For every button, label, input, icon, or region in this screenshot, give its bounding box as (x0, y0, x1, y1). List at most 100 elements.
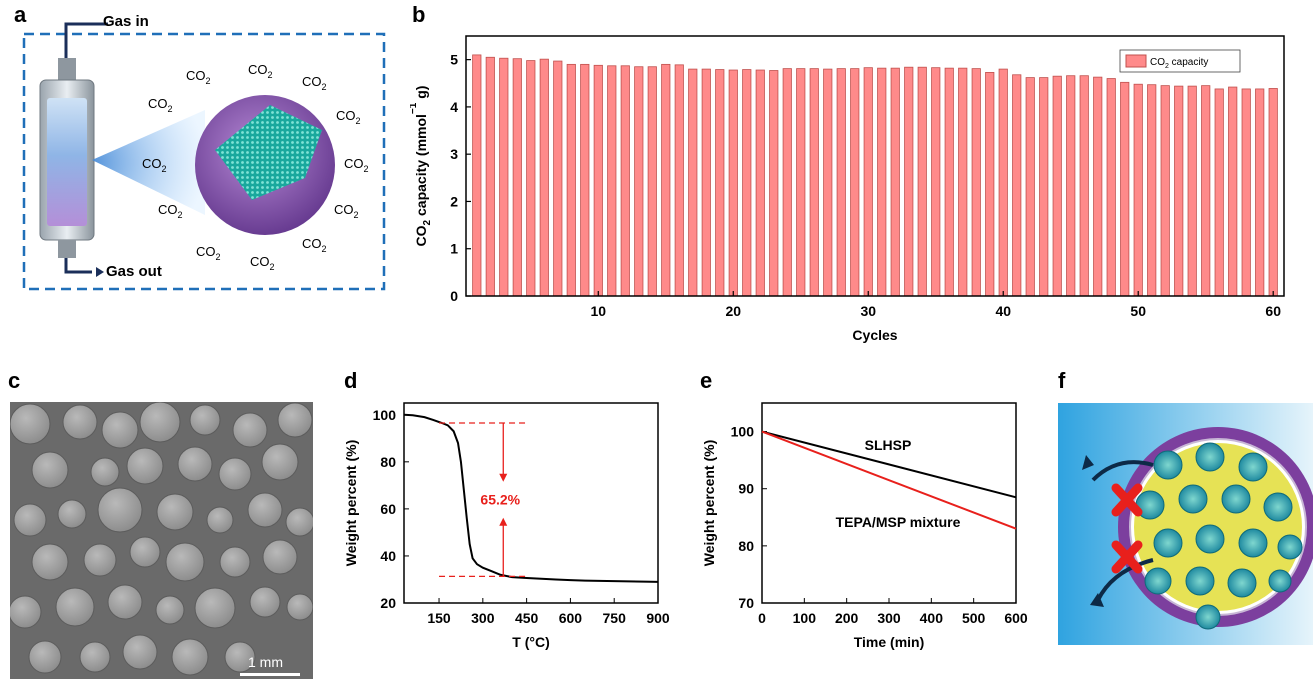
illustration-particle-barrier (1058, 403, 1313, 645)
bar-cycle-9 (580, 63, 590, 297)
svg-text:CO2: CO2 (196, 244, 221, 262)
y-tick-label: 2 (450, 193, 458, 209)
panel-label-e: e (700, 368, 713, 393)
bar-cycle-32 (890, 67, 900, 297)
gas-out-label: Gas out (106, 263, 162, 280)
arrow-up-icon (499, 517, 508, 526)
chart-co2-capacity-cycles: 0 1 2 3 4 5 10 20 30 40 50 60 Cycles CO2 capacity (mm… (410, 35, 1285, 343)
x-axis-label: T (°C) (512, 634, 549, 650)
bar-cycle-15 (661, 63, 671, 297)
x-tick-label: 150 (427, 610, 451, 626)
y-tick-label: 80 (738, 538, 754, 554)
bar-cycle-44 (1052, 75, 1062, 297)
panel-label-c: c (8, 368, 21, 393)
svg-text:CO2: CO2 (142, 156, 167, 174)
svg-text:CO2: CO2 (250, 254, 275, 272)
bar-cycle-45 (1066, 75, 1076, 297)
x-tick-label: 20 (725, 303, 741, 319)
x-axis-label: Time (min) (854, 634, 925, 650)
svg-text:CO2: CO2 (336, 108, 361, 126)
bar-cycle-42 (1025, 77, 1035, 297)
bar-cycle-2 (485, 56, 495, 297)
bar-cycle-59 (1255, 88, 1265, 297)
annotation-mass-loss: 65.2% (480, 492, 520, 508)
block-x-icon (1111, 483, 1143, 574)
schematic-adsorption-column: CO2 CO2 CO2 CO2 CO2 CO2 CO2 CO2 CO2 CO2 … (22, 22, 386, 291)
sem-particles (10, 402, 313, 676)
y-tick-label: 0 (450, 288, 458, 304)
x-tick-label: 200 (835, 610, 859, 626)
panel-label-a: a (14, 2, 27, 27)
y-tick-label: 20 (380, 595, 396, 611)
bar-cycle-3 (499, 57, 509, 297)
bar-cycle-41 (1012, 74, 1022, 297)
schematic-border (22, 32, 386, 291)
svg-text:CO2: CO2 (302, 74, 327, 92)
bar-cycle-26 (809, 68, 819, 297)
x-tick-label: 10 (590, 303, 606, 319)
co2-labels: CO2 CO2 CO2 CO2 CO2 CO2 CO2 CO2 CO2 CO2 … (142, 62, 369, 272)
scale-bar (240, 673, 300, 676)
series-line-1 (761, 430, 1017, 530)
y-tick-label: 90 (738, 481, 754, 497)
x-tick-label: 600 (559, 610, 583, 626)
x-tick-label: 40 (995, 303, 1011, 319)
plot-frame (761, 402, 1017, 604)
bar-cycle-33 (904, 66, 914, 297)
x-tick-label: 750 (603, 610, 627, 626)
bar-cycle-8 (566, 63, 576, 297)
legend-box (1119, 49, 1241, 73)
bar-cycle-27 (823, 68, 833, 297)
bar-cycle-49 (1120, 81, 1130, 297)
bar-cycle-12 (620, 65, 630, 297)
panel-label-f: f (1058, 368, 1066, 393)
bar-cycle-39 (985, 72, 995, 297)
bar-cycle-6 (539, 58, 549, 297)
y-axis-label: Weight percent (%) (701, 440, 717, 567)
bar-cycle-51 (1147, 84, 1157, 297)
bar-cycle-7 (553, 60, 563, 297)
bar-cycle-38 (971, 68, 981, 297)
tga-curve (403, 413, 659, 583)
y-tick-label: 4 (450, 99, 458, 115)
bar-cycle-56 (1214, 88, 1224, 297)
bar-cycle-46 (1079, 75, 1089, 297)
bar-cycle-43 (1039, 77, 1049, 297)
plot-frame (403, 402, 659, 604)
series-label-0: SLHSP (865, 437, 912, 453)
y-tick-label: 70 (738, 595, 754, 611)
x-tick-label: 900 (646, 610, 670, 626)
x-axis-label: Cycles (852, 327, 897, 343)
series-label-1: TEPA/MSP mixture (836, 514, 961, 530)
x-tick-label: 300 (471, 610, 495, 626)
bar-cycle-13 (634, 66, 644, 297)
y-tick-label: 40 (380, 548, 396, 564)
y-tick-label: 100 (731, 424, 755, 440)
bar-cycle-53 (1174, 85, 1184, 297)
sem-image: 1 mm (10, 402, 313, 679)
x-tick-label: 60 (1265, 303, 1281, 319)
y-tick-label: 5 (450, 52, 458, 68)
bar-cycle-19 (715, 69, 725, 297)
bar-cycle-14 (647, 66, 657, 297)
bar-cycle-57 (1228, 86, 1238, 297)
gas-in-label: Gas in (103, 13, 149, 30)
bar-cycle-55 (1201, 85, 1211, 297)
x-tick-label: 0 (758, 610, 766, 626)
bar-cycle-47 (1093, 76, 1103, 297)
arrow-down-icon (499, 473, 508, 482)
bar-cycle-58 (1241, 88, 1251, 297)
y-axis-label: CO2 capacity (mmol−1 g) (410, 86, 433, 247)
bar-cycle-31 (877, 67, 887, 297)
bar-cycle-5 (526, 60, 536, 297)
x-tick-label: 300 (877, 610, 901, 626)
x-tick-label: 400 (920, 610, 944, 626)
x-tick-label: 500 (962, 610, 986, 626)
y-tick-label: 3 (450, 146, 458, 162)
x-tick-label: 30 (860, 303, 876, 319)
x-tick-label: 600 (1004, 610, 1028, 626)
panel-label-d: d (344, 368, 358, 393)
bar-cycle-16 (674, 64, 684, 297)
y-tick-label: 100 (373, 407, 397, 423)
plot-frame (465, 35, 1285, 297)
